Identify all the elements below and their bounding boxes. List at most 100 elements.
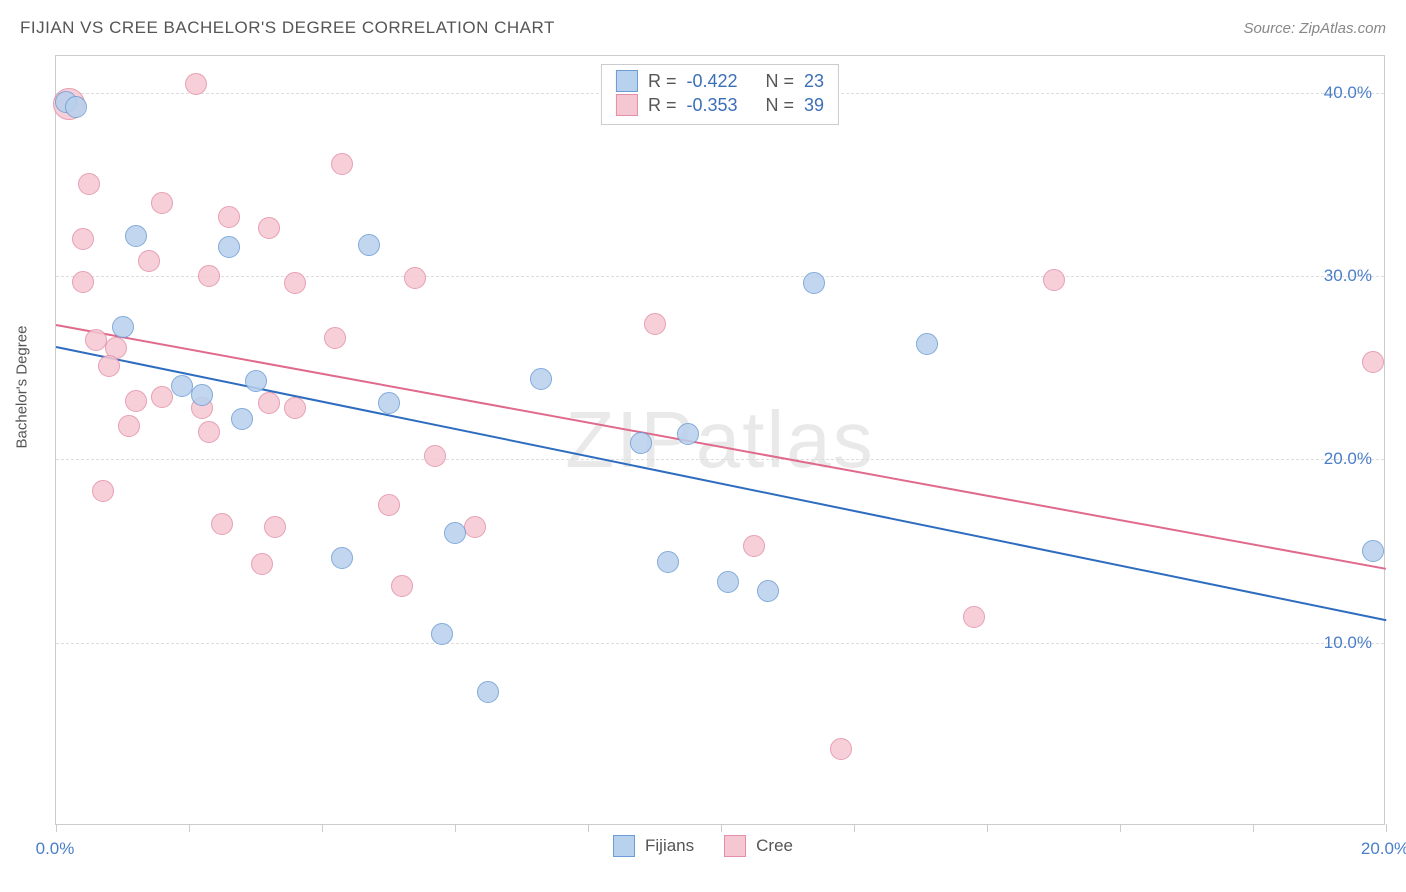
stats-box: R = -0.422 N = 23 R = -0.353 N = 39 (601, 64, 839, 125)
legend-item: Cree (724, 835, 793, 857)
data-point (331, 153, 353, 175)
data-point (98, 355, 120, 377)
data-point (85, 329, 107, 351)
data-point (198, 265, 220, 287)
data-point (331, 547, 353, 569)
data-point (803, 272, 825, 294)
data-point (231, 408, 253, 430)
data-point (431, 623, 453, 645)
data-point (464, 516, 486, 538)
header: FIJIAN VS CREE BACHELOR'S DEGREE CORRELA… (20, 18, 1386, 38)
data-point (264, 516, 286, 538)
y-tick-label: 10.0% (1324, 633, 1372, 653)
x-tick (987, 824, 988, 832)
data-point (211, 513, 233, 535)
data-point (138, 250, 160, 272)
x-tick-label: 0.0% (36, 839, 75, 859)
x-tick (854, 824, 855, 832)
stat-r-value: -0.422 (686, 71, 737, 92)
data-point (324, 327, 346, 349)
data-point (477, 681, 499, 703)
data-point (378, 494, 400, 516)
data-point (530, 368, 552, 390)
x-tick (322, 824, 323, 832)
data-point (644, 313, 666, 335)
legend-label: Fijians (645, 836, 694, 856)
data-point (1043, 269, 1065, 291)
data-point (657, 551, 679, 573)
stat-r-value: -0.353 (686, 95, 737, 116)
stats-row: R = -0.422 N = 23 (616, 70, 824, 92)
data-point (78, 173, 100, 195)
data-point (1362, 351, 1384, 373)
stats-row: R = -0.353 N = 39 (616, 94, 824, 116)
data-point (717, 571, 739, 593)
data-point (72, 228, 94, 250)
data-point (424, 445, 446, 467)
data-point (284, 397, 306, 419)
data-point (245, 370, 267, 392)
data-point (404, 267, 426, 289)
trend-line-cree (56, 324, 1386, 570)
data-point (757, 580, 779, 602)
data-point (391, 575, 413, 597)
data-point (72, 271, 94, 293)
y-axis-label: Bachelor's Degree (14, 326, 31, 449)
data-point (743, 535, 765, 557)
x-tick (455, 824, 456, 832)
data-point (125, 225, 147, 247)
stat-n-value: 23 (804, 71, 824, 92)
x-tick-label: 20.0% (1361, 839, 1406, 859)
y-tick-label: 20.0% (1324, 449, 1372, 469)
stat-n-value: 39 (804, 95, 824, 116)
legend-item: Fijians (613, 835, 694, 857)
data-point (171, 375, 193, 397)
data-point (963, 606, 985, 628)
stat-n-label: N = (766, 71, 795, 92)
legend-swatch (616, 94, 638, 116)
legend-swatch (616, 70, 638, 92)
data-point (630, 432, 652, 454)
stat-n-label: N = (766, 95, 795, 116)
data-point (112, 316, 134, 338)
y-tick-label: 30.0% (1324, 266, 1372, 286)
data-point (677, 423, 699, 445)
watermark: ZIPatlas (565, 394, 874, 486)
data-point (125, 390, 147, 412)
x-tick (56, 824, 57, 832)
x-tick (189, 824, 190, 832)
legend-swatch (724, 835, 746, 857)
source-label: Source: ZipAtlas.com (1243, 20, 1386, 37)
data-point (916, 333, 938, 355)
x-tick (1120, 824, 1121, 832)
data-point (251, 553, 273, 575)
legend-label: Cree (756, 836, 793, 856)
stat-r-label: R = (648, 95, 677, 116)
chart-title: FIJIAN VS CREE BACHELOR'S DEGREE CORRELA… (20, 18, 555, 38)
data-point (358, 234, 380, 256)
data-point (284, 272, 306, 294)
legend-swatch (613, 835, 635, 857)
data-point (185, 73, 207, 95)
chart-area: ZIPatlas 10.0% 20.0% 30.0% 40.0% R = -0.422 N… (55, 55, 1385, 825)
x-tick (721, 824, 722, 832)
gridline (56, 459, 1384, 460)
data-point (198, 421, 220, 443)
data-point (65, 96, 87, 118)
data-point (218, 206, 240, 228)
data-point (191, 384, 213, 406)
gridline (56, 643, 1384, 644)
stat-r-label: R = (648, 71, 677, 92)
data-point (1362, 540, 1384, 562)
data-point (378, 392, 400, 414)
data-point (258, 217, 280, 239)
y-tick-label: 40.0% (1324, 83, 1372, 103)
data-point (151, 192, 173, 214)
data-point (258, 392, 280, 414)
data-point (218, 236, 240, 258)
data-point (92, 480, 114, 502)
bottom-legend: Fijians Cree (613, 835, 793, 857)
x-tick (1386, 824, 1387, 832)
data-point (444, 522, 466, 544)
data-point (151, 386, 173, 408)
